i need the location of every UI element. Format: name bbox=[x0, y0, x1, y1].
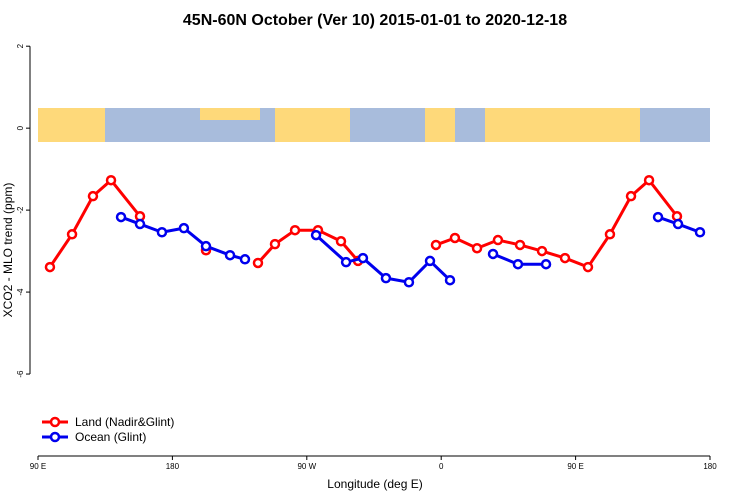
data-point bbox=[289, 224, 301, 236]
data-point bbox=[540, 258, 552, 270]
data-point bbox=[44, 261, 56, 273]
data-point bbox=[252, 257, 264, 269]
legend-marker bbox=[49, 431, 61, 443]
data-point bbox=[403, 276, 415, 288]
data-point bbox=[239, 254, 251, 265]
data-point bbox=[105, 174, 117, 186]
data-point bbox=[672, 218, 684, 230]
chart-title: 45N-60N October (Ver 10) 2015-01-01 to 2… bbox=[183, 12, 567, 29]
data-point bbox=[694, 226, 706, 238]
x-tick-label: 180 bbox=[703, 462, 717, 471]
data-point bbox=[487, 248, 499, 260]
data-point bbox=[224, 249, 236, 261]
x-tick-label: 180 bbox=[166, 462, 180, 471]
data-point bbox=[87, 190, 99, 202]
y-tick-label: 2 bbox=[16, 43, 25, 48]
data-point bbox=[643, 174, 655, 186]
data-point bbox=[512, 258, 524, 270]
data-point bbox=[625, 190, 637, 202]
x-tick-label: 90 W bbox=[297, 462, 316, 471]
legend-marker bbox=[49, 416, 61, 428]
x-tick-label: 90 E bbox=[30, 462, 46, 471]
data-point bbox=[492, 234, 504, 246]
data-point bbox=[380, 272, 392, 284]
data-point bbox=[340, 256, 352, 268]
x-axis-label: Longitude (deg E) bbox=[327, 477, 422, 491]
data-point bbox=[200, 240, 212, 252]
y-tick-label: -2 bbox=[16, 206, 25, 214]
y-tick-label: -4 bbox=[16, 288, 25, 296]
data-point bbox=[310, 229, 322, 241]
data-point bbox=[134, 218, 146, 230]
map-band bbox=[38, 108, 710, 142]
data-point bbox=[536, 245, 548, 257]
data-point bbox=[444, 274, 456, 286]
x-tick-label: 0 bbox=[439, 462, 444, 471]
data-point bbox=[582, 261, 594, 273]
y-tick-label: 0 bbox=[16, 125, 25, 130]
data-point bbox=[156, 226, 168, 238]
x-tick-label: 90 E bbox=[567, 462, 583, 471]
data-point bbox=[178, 222, 190, 234]
data-point bbox=[335, 236, 347, 247]
data-point bbox=[471, 242, 483, 254]
data-point bbox=[66, 229, 78, 240]
data-point bbox=[559, 252, 571, 264]
y-tick-label: -6 bbox=[16, 370, 25, 378]
y-axis-label: XCO2 - MLO trend (ppm) bbox=[1, 183, 15, 318]
legend-label: Land (Nadir&Glint) bbox=[75, 415, 174, 429]
data-point bbox=[269, 238, 281, 250]
data-point bbox=[430, 239, 442, 251]
data-point bbox=[357, 252, 369, 264]
data-point bbox=[514, 239, 526, 251]
data-point bbox=[604, 229, 616, 240]
legend-label: Ocean (Glint) bbox=[75, 430, 146, 444]
data-point bbox=[652, 211, 664, 223]
data-point bbox=[115, 211, 127, 223]
data-point bbox=[449, 232, 461, 244]
data-point bbox=[424, 255, 436, 267]
